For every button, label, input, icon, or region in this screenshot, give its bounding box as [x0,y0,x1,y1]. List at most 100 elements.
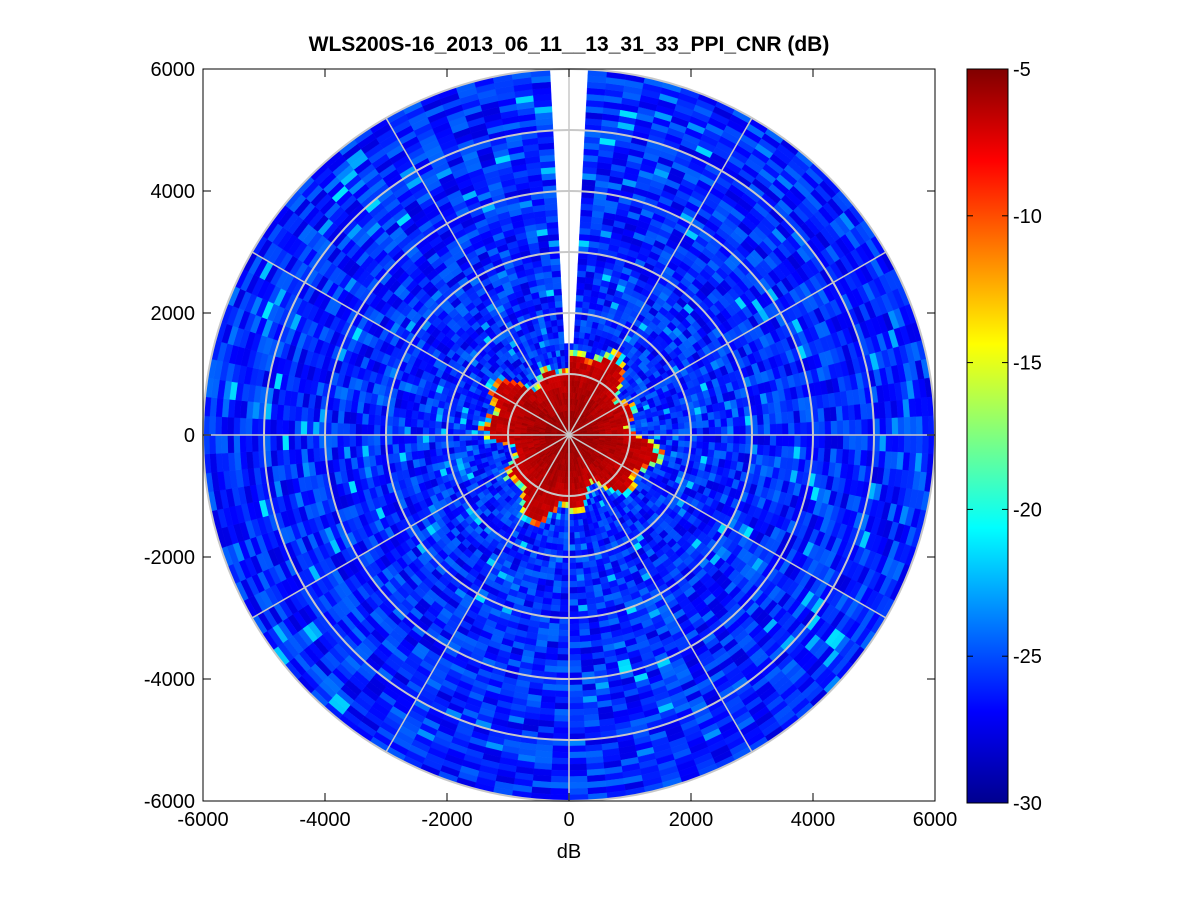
cnr-cell [721,426,728,436]
cnr-cell [547,628,560,637]
cnr-cell [726,417,734,427]
cnr-cell [793,410,801,424]
cnr-cell [550,319,558,327]
cnr-cell [660,429,667,436]
cnr-cell [573,525,580,533]
cnr-cell [560,587,570,594]
cnr-cell [702,427,710,436]
cnr-cell [580,659,594,667]
cnr-cell [574,543,582,551]
cnr-cell [702,420,710,429]
cnr-cell [568,623,580,631]
cnr-cell [416,426,424,436]
cnr-cell [579,227,591,236]
cnr-cell [555,349,561,357]
cnr-cell [647,421,655,427]
cnr-cell [577,592,587,600]
cnr-cell [559,343,565,351]
cnr-cell [561,562,570,570]
cnr-cell [659,419,667,426]
cnr-cell [677,416,685,424]
cnr-cell [391,425,399,436]
cnr-cell [579,634,591,643]
cnr-cell [763,434,771,446]
cnr-cell [349,434,357,447]
cnr-cell [422,427,430,436]
cnr-cell [373,444,382,456]
cnr-cell [695,413,703,422]
cnr-cell [647,425,655,432]
cnr-cell [577,519,584,527]
cnr-cell [578,531,586,539]
cnr-cell [568,587,578,594]
cnr-cell [554,562,563,570]
cnr-cell [762,413,771,426]
cnr-cell [373,424,381,436]
cnr-cell [459,445,467,453]
cnr-cell [561,568,570,576]
cnr-cell [551,325,559,333]
cnr-cell [708,419,716,428]
cnr-cell [471,444,479,451]
cnr-cell [552,580,562,588]
cnr-cell [701,448,709,458]
cnr-cell [547,233,560,242]
cnr-cell [435,448,443,457]
cnr-cell [672,429,680,436]
cnr-cell [557,325,564,333]
cnr-cell [543,197,558,205]
cnr-cell [574,325,581,333]
cnr-cell [583,573,593,581]
cnr-cell [398,416,406,427]
cnr-cell [546,295,556,303]
cnr-cell [422,419,430,428]
cnr-cell [720,418,728,428]
cnr-cell [471,429,478,436]
cnr-cell [337,410,345,424]
cnr-cell [568,593,578,600]
cnr-cell [641,426,649,432]
cnr-cell [696,434,704,443]
cnr-cell [312,434,320,449]
cnr-cell [423,411,431,421]
cnr-cell [788,434,795,448]
cnr-cell [392,443,400,454]
cnr-cell [547,227,559,236]
cnr-cell [434,420,442,429]
cnr-cell [794,434,802,448]
cnr-cell [513,437,521,441]
cnr-cell [553,337,560,345]
cnr-cell [553,288,562,296]
cnr-cell [551,592,561,600]
cnr-cell [550,604,561,612]
cnr-cell [582,172,597,181]
cnr-cell [659,424,667,431]
cnr-cell [666,429,673,436]
cnr-cell [575,294,584,302]
cnr-cell [818,434,826,449]
cnr-cell [714,442,722,452]
cnr-cell [666,434,673,441]
cnr-cell [799,446,807,461]
cnr-cell [355,434,363,447]
cnr-cell [550,543,558,551]
cnr-cell [582,561,591,569]
cnr-cell [554,568,563,576]
cnr-cell [557,641,570,649]
cnr-cell [568,544,576,552]
cnr-cell [429,412,437,422]
cnr-cell [477,439,485,445]
cnr-cell [471,424,479,431]
cnr-cell [550,258,561,266]
cnr-cell [557,331,565,339]
cnr-cell [545,289,555,297]
cnr-cell [555,684,570,692]
cnr-cell [552,282,562,290]
cnr-cell [560,355,566,363]
cnr-cell [769,434,777,447]
cnr-cell [561,361,566,369]
cnr-cell [576,580,586,588]
cnr-cell [546,567,556,575]
cnr-cell [580,203,594,211]
cnr-cell [556,654,570,661]
